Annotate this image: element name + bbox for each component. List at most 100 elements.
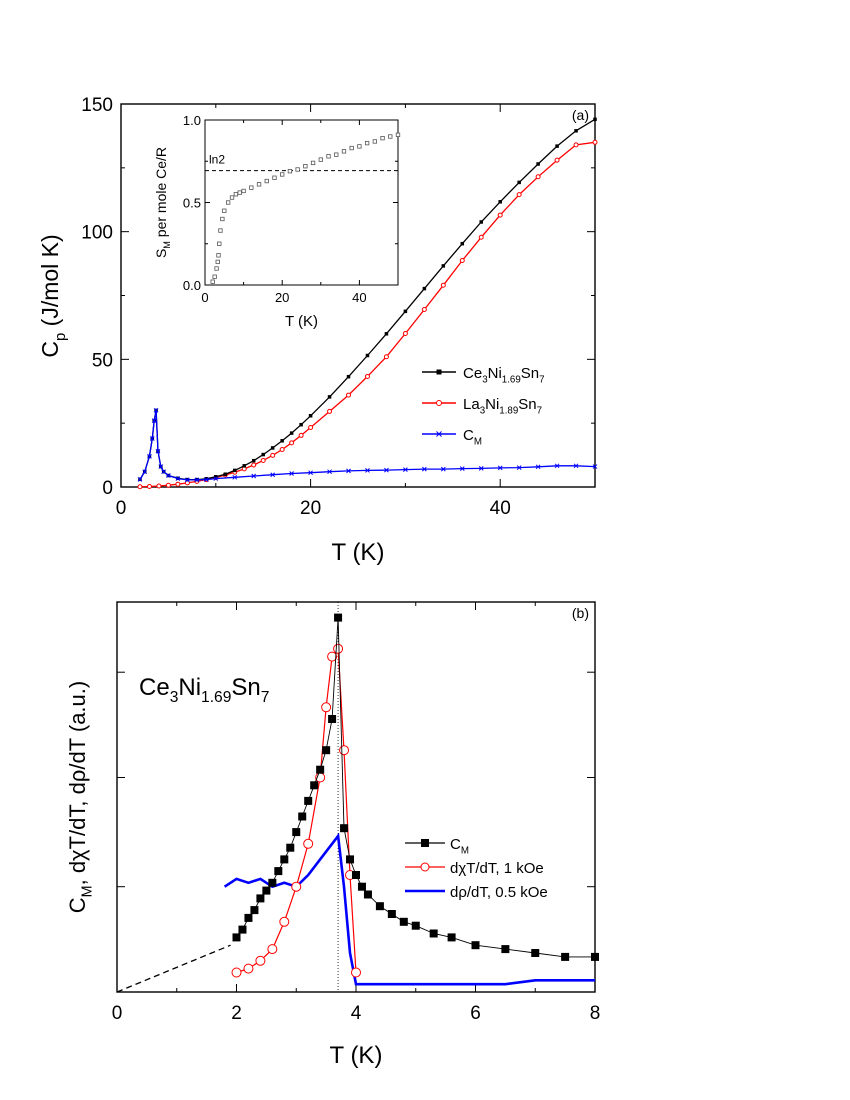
extrapolation-line <box>116 944 231 993</box>
data-point <box>460 241 465 246</box>
legend-label: La3Ni1.89Sn7 <box>463 396 542 417</box>
inset-data-point <box>395 132 401 138</box>
data-point <box>286 843 295 852</box>
legend-label-part: M <box>474 437 482 448</box>
data-point <box>214 475 218 479</box>
data-point <box>471 941 480 950</box>
data-point <box>459 466 465 471</box>
x-tick-label: 20 <box>300 498 321 519</box>
data-point <box>232 933 241 942</box>
data-point <box>232 474 238 480</box>
x-tick-label: 4 <box>351 1003 362 1024</box>
legend-label: CM <box>450 836 469 857</box>
legend-label: dχT/dT, 1 kOe <box>450 860 544 877</box>
inset-data-point <box>220 216 225 222</box>
y-axis-label: Cp (J/mol K) <box>37 234 69 357</box>
legend: CM dχT/dT, 1 kOe dρ/dT, 0.5 kOe <box>405 836 548 901</box>
inset-data-point <box>241 188 246 194</box>
inset-data-point <box>215 259 220 265</box>
data-point <box>322 746 331 755</box>
data-point <box>255 955 266 966</box>
inset-y-tick-label: 0.0 <box>183 278 201 293</box>
data-point <box>244 913 253 922</box>
inset-y-axis-label-text-part: S <box>153 249 169 258</box>
data-point <box>147 454 152 459</box>
data-point <box>365 468 370 473</box>
data-point <box>573 142 579 148</box>
data-point <box>153 408 159 413</box>
series-line <box>223 832 595 986</box>
series-line <box>139 141 596 488</box>
inset-data-point <box>326 154 331 159</box>
data-point <box>592 139 598 145</box>
data-point <box>384 332 389 336</box>
data-point <box>194 477 200 483</box>
data-point <box>267 944 278 955</box>
data-point <box>429 929 438 938</box>
data-point <box>459 258 465 264</box>
data-point <box>280 855 289 864</box>
data-point <box>327 408 333 414</box>
inset-x-tick-label: 20 <box>275 290 289 305</box>
data-point <box>346 468 351 474</box>
inset-data-point <box>364 140 370 146</box>
data-point <box>478 466 484 471</box>
inset-x-axis-label: T (K) <box>285 313 318 330</box>
data-point <box>316 765 325 774</box>
x-tick-label: 6 <box>470 1003 481 1024</box>
legend-label: dρ/dT, 0.5 kOe <box>450 884 548 901</box>
inset-data-point <box>310 160 316 166</box>
inset-data-point <box>226 200 231 205</box>
x-axis-label: T (K) <box>330 1042 383 1069</box>
data-point <box>592 464 598 469</box>
inset-y-axis-label-text: SM per mole Ce/R <box>153 147 172 258</box>
data-point <box>516 465 522 470</box>
legend-label-part: Sn <box>518 396 536 413</box>
data-point <box>203 477 209 482</box>
plot-frame <box>116 601 596 993</box>
data-point <box>555 144 559 148</box>
inset-data-point <box>388 134 393 139</box>
data-point <box>155 448 161 454</box>
y-tick-label: 100 <box>81 223 113 244</box>
data-point <box>204 477 209 481</box>
inset-data-point <box>256 182 262 187</box>
panel-label: (b) <box>572 605 589 621</box>
data-point <box>554 463 560 469</box>
data-point <box>573 463 579 469</box>
data-point <box>497 465 503 471</box>
data-point <box>298 432 304 438</box>
data-point <box>363 890 372 899</box>
y-axis-label-text-part: M <box>80 885 96 897</box>
legend-marker <box>421 839 429 847</box>
inset-y-tick-label: 1.0 <box>183 113 201 128</box>
x-tick-label: 0 <box>112 1003 123 1024</box>
inset-y-tick-label: 0.5 <box>183 196 201 211</box>
data-point <box>161 469 167 475</box>
data-point <box>142 469 148 475</box>
legend-label-part: Ni <box>485 396 499 413</box>
data-point <box>365 353 370 358</box>
y-axis-label-text-part: C <box>37 341 63 358</box>
inset-data-point <box>216 253 221 258</box>
y-axis-label-text: CM, dχT/dT, dρ/dT (a.u.) <box>65 681 96 913</box>
legend-marker <box>436 431 442 437</box>
inset-data-point <box>372 139 377 144</box>
data-point <box>146 483 152 489</box>
inset-data-point <box>357 144 362 149</box>
legend-marker <box>436 369 442 375</box>
x-tick-label: 8 <box>590 1003 601 1024</box>
data-point <box>339 745 350 756</box>
data-point <box>531 949 540 957</box>
data-point <box>156 483 162 489</box>
data-point <box>479 220 483 224</box>
data-point <box>223 472 228 476</box>
legend-label-part: dχT/dT, 1 kOe <box>450 860 544 877</box>
y-tick-label: 150 <box>81 95 113 116</box>
data-point <box>185 477 190 483</box>
inset-data-point <box>349 145 354 151</box>
data-point <box>384 467 389 473</box>
data-point <box>137 484 143 490</box>
